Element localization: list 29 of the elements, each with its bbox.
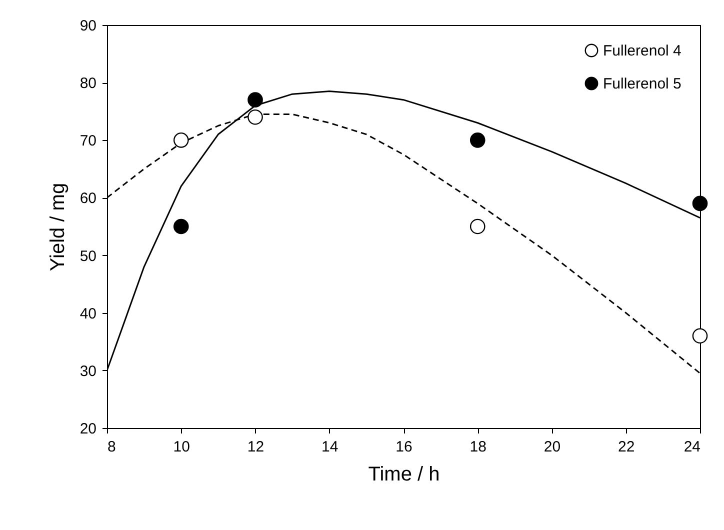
x-axis-title: Time / h: [368, 464, 440, 486]
x-tick-label: 10: [173, 438, 190, 456]
point: [173, 132, 189, 148]
point: [173, 218, 189, 234]
y-axis-title: Yield / mg: [46, 182, 69, 272]
point: [248, 109, 263, 125]
x-tick-label: 22: [618, 438, 635, 456]
point: [470, 132, 486, 148]
y-tick-label: 80: [80, 75, 96, 92]
y-tick-label: 70: [80, 132, 96, 150]
y-tick-label: 60: [80, 190, 96, 208]
y-tick-label: 30: [80, 362, 96, 380]
x-tick-label: 20: [544, 438, 561, 456]
x-tick-label: 8: [108, 438, 116, 456]
y-tick-label: 40: [80, 305, 96, 322]
y-tick-label: 50: [80, 248, 96, 265]
x-tick-label: 12: [247, 438, 264, 456]
point: [692, 196, 708, 212]
x-tick-label: 16: [396, 438, 412, 456]
x-tick-label: 24: [684, 438, 700, 456]
x-tick-label: 14: [322, 438, 338, 456]
point: [248, 92, 263, 108]
y-tick-label: 20: [80, 420, 96, 438]
legend-label: Fullerenol 4: [603, 42, 682, 60]
point: [692, 328, 708, 344]
legend-label: Fullerenol 5: [603, 76, 682, 92]
x-tick-label: 18: [470, 438, 486, 456]
point: [470, 218, 486, 234]
y-tick-label: 90: [80, 18, 96, 34]
